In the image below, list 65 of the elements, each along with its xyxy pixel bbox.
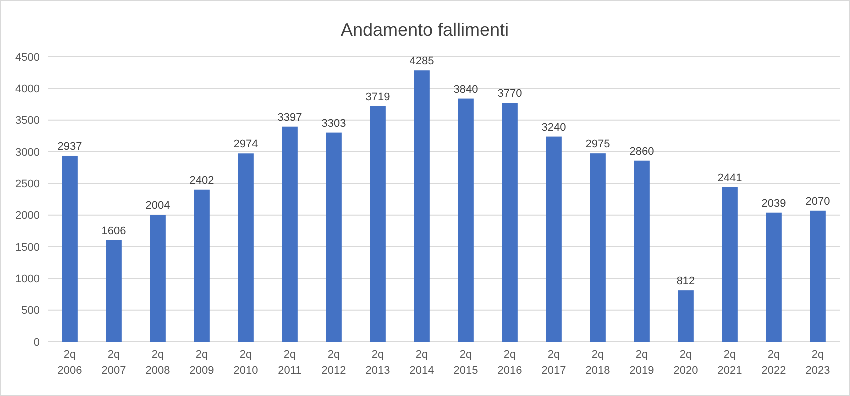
bar <box>766 212 782 342</box>
y-tick-label: 0 <box>34 336 40 349</box>
data-label: 2004 <box>146 200 170 212</box>
data-label: 2975 <box>586 138 610 151</box>
data-label: 1606 <box>102 225 126 238</box>
bar <box>106 240 122 342</box>
data-label: 2070 <box>806 196 830 208</box>
x-tick-label: 2q 2022 <box>762 349 786 377</box>
y-tick-label: 500 <box>22 305 40 318</box>
x-tick-label: 2q 2008 <box>146 349 170 377</box>
bar <box>546 136 562 342</box>
bar <box>238 154 254 342</box>
x-tick-label: 2q 2017 <box>542 349 566 377</box>
x-tick-label: 2q 2013 <box>366 349 390 377</box>
bar <box>810 210 826 342</box>
data-label: 2441 <box>718 172 742 184</box>
data-label: 2039 <box>762 198 786 210</box>
x-tick-label: 2q 2014 <box>410 349 434 377</box>
bar <box>370 106 386 342</box>
data-label: 3303 <box>322 118 346 130</box>
data-label: 2974 <box>234 138 258 151</box>
data-label: 2402 <box>190 174 214 187</box>
bar <box>194 190 210 342</box>
y-tick-label: 1500 <box>16 242 40 254</box>
data-label: 3397 <box>278 112 302 124</box>
data-label: 3840 <box>454 84 478 96</box>
x-tick-label: 2q 2007 <box>102 349 126 377</box>
x-tick-label: 2q 2021 <box>718 349 742 377</box>
x-tick-label: 2q 2020 <box>674 349 698 377</box>
y-tick-label: 2500 <box>16 178 40 191</box>
y-tick-label: 4500 <box>16 52 40 64</box>
x-tick-label: 2q 2009 <box>190 349 214 377</box>
x-tick-label: 2q 2012 <box>322 349 346 377</box>
x-tick-label: 2q 2006 <box>58 349 82 377</box>
bar <box>282 126 298 342</box>
x-tick-label: 2q 2023 <box>806 349 830 377</box>
x-tick-label: 2q 2010 <box>234 349 258 377</box>
data-label: 3770 <box>498 88 522 100</box>
data-label: 812 <box>676 276 696 288</box>
data-label: 2860 <box>630 146 654 158</box>
x-tick-label: 2q 2015 <box>454 349 478 377</box>
y-tick-label: 1000 <box>16 274 40 286</box>
bar <box>678 290 694 342</box>
data-label: 3240 <box>542 122 566 134</box>
data-label: 4285 <box>410 56 434 68</box>
chart-title: Andamento fallimenti <box>340 20 510 40</box>
y-tick-label: 2000 <box>16 210 40 222</box>
bar <box>590 154 606 342</box>
bar <box>502 103 518 342</box>
bar <box>62 156 78 342</box>
bar <box>634 160 650 342</box>
x-tick-label: 2q 2018 <box>586 349 610 377</box>
y-tick-label: 3000 <box>16 146 40 159</box>
bar <box>326 132 342 342</box>
data-label: 2937 <box>58 140 82 153</box>
y-tick-label: 4000 <box>16 84 40 96</box>
y-tick-label: 3500 <box>16 115 40 128</box>
bar <box>414 70 430 342</box>
x-tick-label: 2q 2019 <box>630 349 654 377</box>
x-tick-label: 2q 2016 <box>498 349 522 377</box>
bar <box>150 215 166 342</box>
x-tick-label: 2q 2011 <box>278 349 302 377</box>
bar <box>458 98 474 342</box>
bar <box>722 187 738 342</box>
data-label: 3719 <box>366 91 390 104</box>
